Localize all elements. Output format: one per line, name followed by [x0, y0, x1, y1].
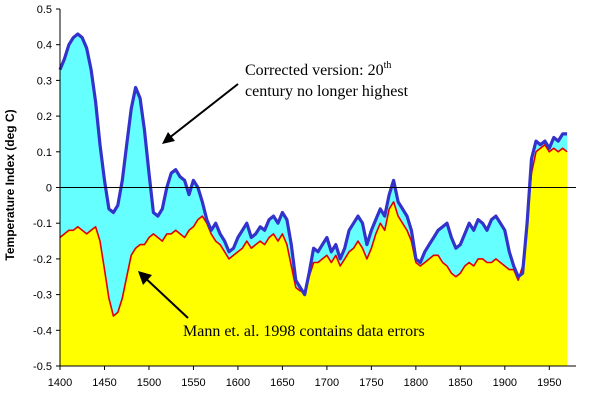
y-tick-labels: 0.5 0.4 0.3 0.2 0.1 0 -0.1 -0.2 -0.3 -0.4 -0.5 — [33, 4, 52, 373]
x-tick-label: 1400 — [48, 377, 72, 389]
y-tick-label: -0.3 — [33, 290, 52, 302]
annotation-corrected-arrowhead — [162, 132, 175, 144]
x-tick-label: 1600 — [226, 377, 250, 389]
x-tick-label: 1900 — [493, 377, 517, 389]
x-tick-label: 1500 — [137, 377, 161, 389]
y-tick-label: 0.5 — [37, 4, 52, 16]
x-tick-label: 1750 — [359, 377, 383, 389]
x-tick-label: 1950 — [537, 377, 561, 389]
y-tick-label: -0.5 — [33, 361, 52, 373]
y-tick-label: -0.1 — [33, 218, 52, 230]
plot-fills — [60, 34, 568, 366]
annotation-corrected-arrow — [163, 83, 239, 143]
mann-area — [60, 144, 568, 366]
y-tick-label: 0.1 — [37, 147, 52, 159]
annotation-mann-arrow — [140, 273, 189, 319]
x-tick-label: 1850 — [448, 377, 472, 389]
x-tick-label: 1650 — [270, 377, 294, 389]
annotation-corrected-line1-main: Corrected version: 20 — [245, 62, 384, 79]
y-axis-label: Temperature Index (deg C) — [3, 109, 17, 260]
annotation-mann-arrowhead — [138, 271, 152, 285]
annotation-corrected: Corrected version: 20th century no longe… — [162, 60, 409, 144]
plot-lines — [58, 32, 568, 317]
mann-series-line — [59, 143, 568, 317]
x-tick-label: 1800 — [404, 377, 428, 389]
x-tick-label: 1550 — [181, 377, 205, 389]
axes — [56, 8, 576, 370]
annotation-corrected-line1-sup: th — [384, 60, 392, 71]
x-tick-labels: 1400 1450 1500 1550 1600 1650 1700 1750 1800 1850… — [48, 377, 562, 389]
x-tick-label: 1700 — [315, 377, 339, 389]
annotation-mann-text: Mann et. al. 1998 contains data errors — [183, 323, 425, 340]
y-tick-label: 0.3 — [37, 75, 52, 87]
x-tick-label: 1450 — [92, 377, 116, 389]
annotation-corrected-line1: Corrected version: 20th — [245, 60, 391, 79]
annotation-corrected-line2: century no longer highest — [245, 83, 409, 100]
y-tick-label: 0.4 — [37, 40, 52, 52]
corrected-series-line — [58, 32, 568, 297]
annotation-mann: Mann et. al. 1998 contains data errors — [138, 271, 425, 340]
y-tick-label: -0.2 — [33, 254, 52, 266]
y-tick-label: 0 — [46, 183, 52, 195]
y-tick-label: 0.2 — [37, 111, 52, 123]
y-tick-label: -0.4 — [33, 325, 52, 337]
